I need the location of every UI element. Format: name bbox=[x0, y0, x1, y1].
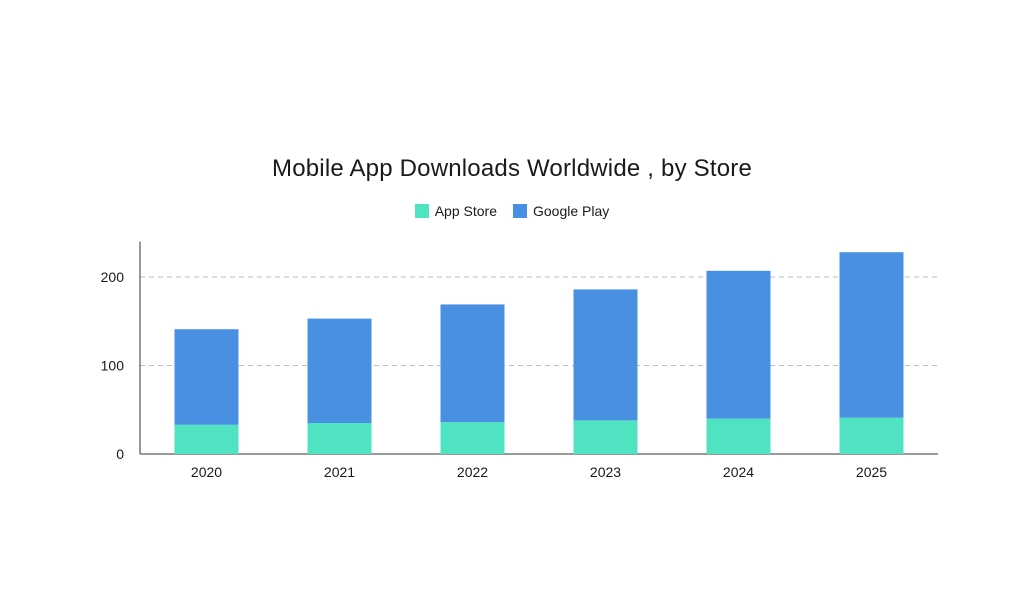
legend-item-google-play: Google Play bbox=[512, 202, 610, 220]
bar-app-store-2023 bbox=[573, 420, 638, 454]
y-tick-label: 0 bbox=[116, 446, 124, 462]
x-tick-label: 2025 bbox=[856, 464, 887, 480]
bar-google-play-2024 bbox=[706, 270, 771, 419]
x-tick-label: 2021 bbox=[324, 464, 355, 480]
x-tick-label: 2022 bbox=[457, 464, 488, 480]
legend-label-app-store: App Store bbox=[434, 203, 497, 219]
bar-app-store-2025 bbox=[839, 417, 904, 454]
bar-app-store-2021 bbox=[307, 423, 372, 454]
bar-app-store-2020 bbox=[174, 424, 239, 454]
bar-google-play-2021 bbox=[307, 318, 372, 424]
x-tick-label: 2024 bbox=[723, 464, 754, 480]
legend-item-app-store: App Store bbox=[414, 202, 497, 220]
bar-google-play-2023 bbox=[573, 289, 638, 421]
bar-app-store-2022 bbox=[440, 422, 505, 454]
bar-google-play-2020 bbox=[174, 329, 239, 425]
legend-swatch-app-store bbox=[414, 204, 429, 218]
legend-label-google-play: Google Play bbox=[532, 203, 610, 219]
x-tick-label: 2023 bbox=[590, 464, 621, 480]
bar-google-play-2025 bbox=[839, 252, 904, 418]
y-tick-label: 200 bbox=[101, 269, 125, 285]
legend-swatch-google-play bbox=[512, 204, 527, 218]
legend: App Store Google Play bbox=[0, 202, 1024, 220]
bar-google-play-2022 bbox=[440, 304, 505, 423]
chart-title: Mobile App Downloads Worldwide , by Stor… bbox=[272, 155, 752, 182]
bar-app-store-2024 bbox=[706, 418, 771, 454]
x-tick-label: 2020 bbox=[191, 464, 222, 480]
y-tick-label: 100 bbox=[101, 358, 125, 374]
